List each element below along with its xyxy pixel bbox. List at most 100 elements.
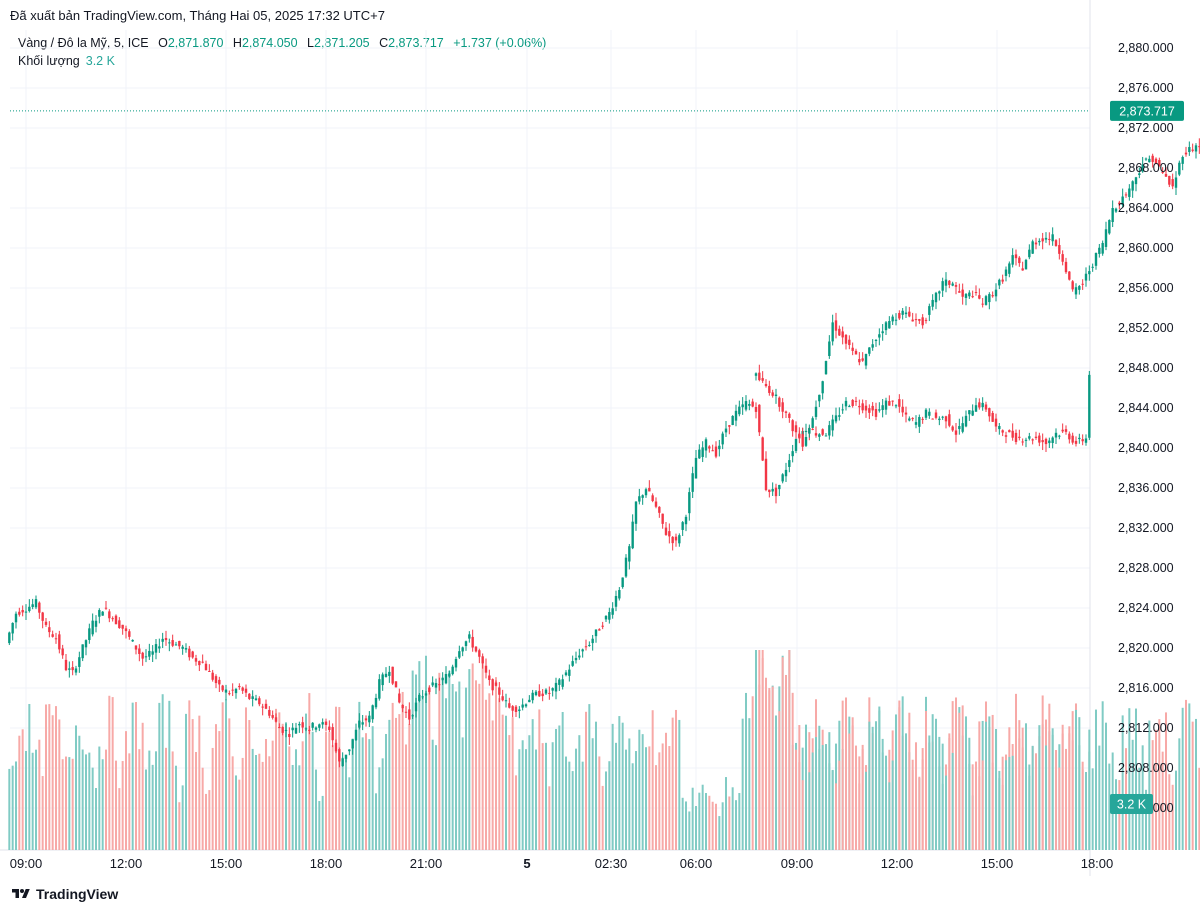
candle-body (744, 401, 748, 410)
volume-bar (325, 731, 327, 850)
volume-bar (1158, 719, 1161, 850)
candle-body (131, 639, 134, 642)
volume-bar (625, 749, 627, 850)
y-tick-label: 2,832.000 (1118, 521, 1174, 535)
symbol-label[interactable]: Vàng / Đô la Mỹ, 5, ICE (18, 36, 149, 50)
volume-bar (535, 749, 537, 850)
volume-label[interactable]: Khối lượng (18, 54, 80, 68)
volume-bar (331, 745, 334, 850)
candle-body (884, 400, 888, 410)
volume-bar (155, 751, 157, 850)
volume-bar (905, 733, 907, 850)
y-tick-label: 2,820.000 (1118, 641, 1174, 655)
candle-body (1001, 279, 1004, 282)
candle-body (691, 473, 694, 492)
candle-body (1064, 429, 1068, 432)
candle-body (601, 625, 604, 627)
volume-bar (1135, 708, 1137, 850)
candle-body (24, 611, 28, 613)
tradingview-footer[interactable]: TradingView (10, 886, 118, 902)
candle-body (848, 406, 851, 408)
x-tick-label: 15:00 (981, 856, 1014, 871)
last-price-tag (1110, 100, 1184, 121)
volume-bar (275, 708, 277, 850)
volume-bar (651, 710, 654, 850)
volume-bar (8, 768, 11, 850)
volume-bar (435, 745, 437, 850)
candle-body (934, 292, 938, 303)
candle-body (984, 404, 988, 410)
candle-body (1111, 207, 1114, 222)
candle-body (838, 328, 841, 336)
volume-bar (885, 755, 887, 850)
candle-body (111, 618, 114, 620)
candle-body (321, 722, 324, 725)
volume-bar (1105, 722, 1107, 850)
candle-body (804, 430, 808, 432)
candle-body (268, 709, 271, 716)
volume-bar (571, 771, 574, 850)
candle-body (968, 410, 971, 415)
volume-bar (391, 702, 394, 850)
volume-bar (768, 690, 771, 850)
candle-body (604, 615, 608, 620)
candle-body (881, 405, 884, 411)
volume-bar (658, 752, 661, 850)
high-value: 2,874.050 (241, 36, 298, 50)
y-tick-label: 2,828.000 (1118, 561, 1174, 575)
candle-body (1028, 249, 1031, 258)
candle-body (1058, 435, 1061, 437)
high-label: H (232, 36, 242, 50)
candle-body (521, 704, 524, 708)
candle-body (438, 684, 441, 686)
candle-body (551, 688, 554, 691)
volume-bar (1088, 751, 1091, 850)
candle-body (1131, 181, 1134, 191)
candle-body (558, 679, 561, 685)
volume-bar (865, 771, 867, 850)
volume-bar (1055, 750, 1057, 850)
candle-body (644, 489, 648, 496)
volume-bar (645, 747, 647, 850)
candle-body (768, 489, 771, 493)
volume-bar (1191, 721, 1194, 850)
volume-bar (911, 770, 914, 850)
candle-body (1114, 208, 1118, 212)
volume-bar (498, 698, 501, 850)
volume-bar (245, 707, 247, 850)
candle-body (451, 666, 454, 675)
candle-body (828, 341, 831, 357)
volume-bar (668, 746, 671, 850)
candle-body (964, 294, 968, 298)
volume-bar (448, 670, 451, 850)
candle-body (828, 425, 831, 436)
candle-body (84, 640, 88, 648)
y-tick-label: 2,864.000 (1118, 201, 1174, 215)
volume-bar (1171, 784, 1174, 850)
volume-bar (75, 725, 77, 850)
candle-body (1098, 247, 1101, 254)
volume-bar (828, 732, 831, 850)
candle-body (934, 412, 938, 418)
candle-body (684, 516, 688, 525)
y-tick-label: 2,856.000 (1118, 281, 1174, 295)
candle-body (1161, 171, 1164, 173)
candle-body (834, 415, 838, 422)
volume-bar (938, 736, 941, 850)
candle-body (994, 418, 998, 427)
volume-bar (591, 738, 594, 850)
candle-body (304, 728, 308, 730)
candle-body (531, 692, 534, 701)
volume-bar (191, 719, 194, 850)
volume-bar (431, 739, 434, 850)
candle-body (931, 299, 934, 307)
candle-body (918, 417, 921, 427)
candle-body (208, 670, 211, 672)
candle-body (161, 638, 164, 642)
candle-body (958, 291, 961, 293)
volume-bar (608, 761, 611, 850)
candle-body (1021, 268, 1024, 271)
candle-body (948, 280, 951, 285)
volume-bar (371, 726, 374, 850)
